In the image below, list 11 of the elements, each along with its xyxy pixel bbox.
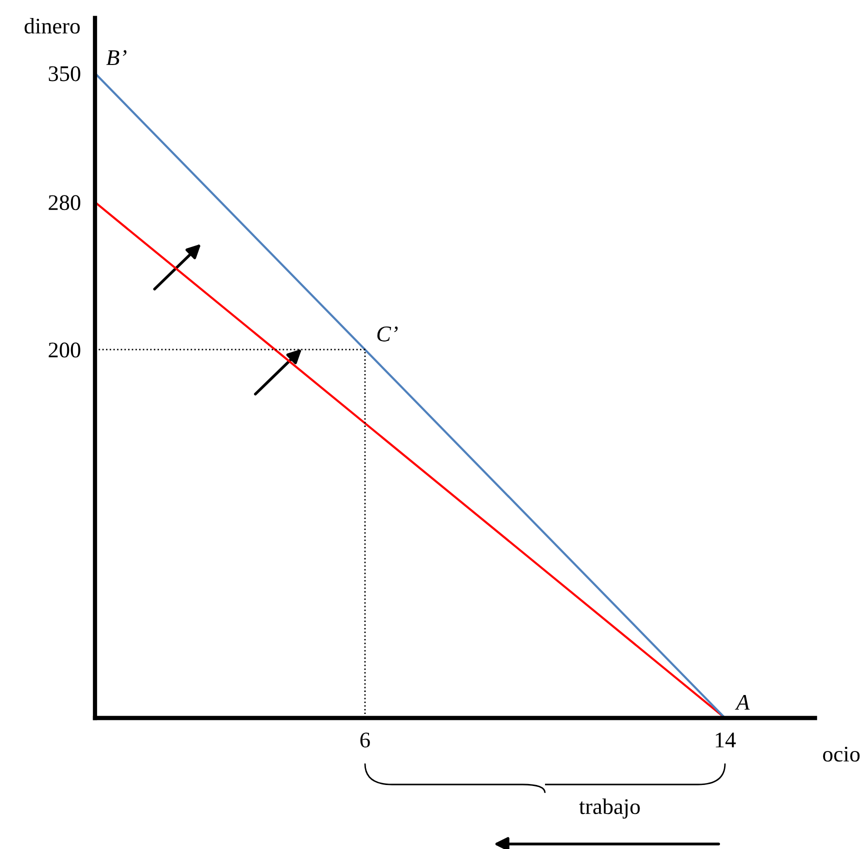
x-tick-label: 14 [716, 732, 736, 748]
text: trabajo [579, 798, 640, 819]
y-tick-label: 350 [48, 66, 80, 82]
annotation: A [734, 694, 750, 710]
annotation: C’ [377, 326, 398, 342]
x-axis-title: ocio [823, 746, 860, 762]
y-tick-label: 200 [48, 342, 80, 358]
y-tick-label: 280 [48, 195, 80, 210]
x-tick-label: 6 [360, 732, 370, 748]
y-axis-title: dinero [24, 18, 80, 34]
annotation: B’ [106, 50, 126, 65]
